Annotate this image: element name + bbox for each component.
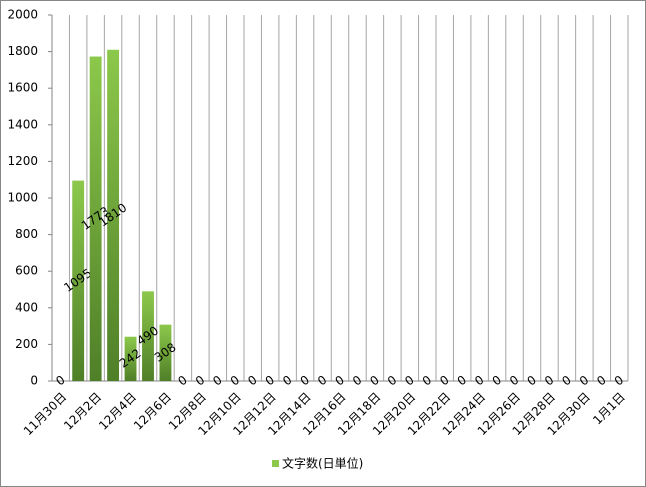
y-tick-label: 400 [15, 300, 38, 314]
bar [89, 56, 102, 381]
bar [107, 49, 120, 382]
bar [124, 336, 137, 381]
legend-label: 文字数(日単位) [282, 456, 363, 471]
bar [72, 180, 85, 381]
legend-swatch [272, 460, 279, 467]
y-tick-label: 1200 [7, 154, 38, 168]
y-tick-label: 800 [15, 227, 38, 241]
y-tick-label: 2000 [7, 8, 38, 22]
y-tick-label: 600 [15, 264, 38, 278]
y-tick-label: 1000 [7, 191, 38, 205]
y-tick-label: 1400 [7, 117, 38, 131]
y-tick-label: 200 [15, 337, 38, 351]
bar [142, 291, 154, 381]
bar [159, 324, 172, 381]
y-tick-label: 0 [30, 374, 38, 388]
y-tick-label: 1800 [7, 44, 38, 58]
y-tick-label: 1600 [7, 81, 38, 95]
